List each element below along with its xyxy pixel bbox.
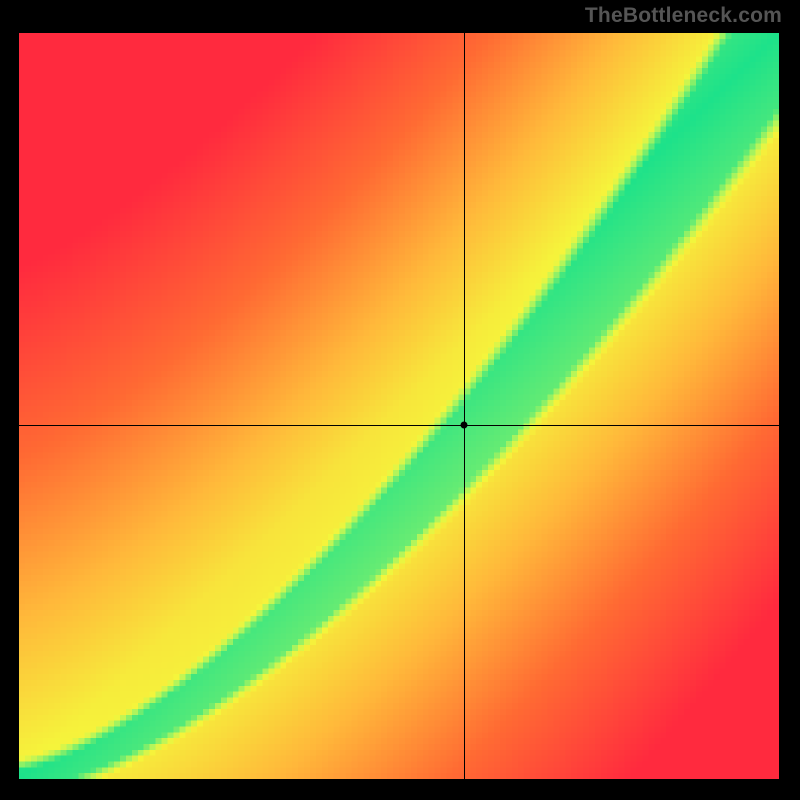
- figure-container: TheBottleneck.com: [0, 0, 800, 800]
- crosshair-horizontal: [19, 425, 779, 426]
- heatmap-plot: [19, 33, 779, 779]
- watermark-text: TheBottleneck.com: [585, 4, 782, 28]
- crosshair-vertical: [464, 33, 465, 779]
- heatmap-canvas: [19, 33, 779, 779]
- crosshair-marker: [460, 421, 467, 428]
